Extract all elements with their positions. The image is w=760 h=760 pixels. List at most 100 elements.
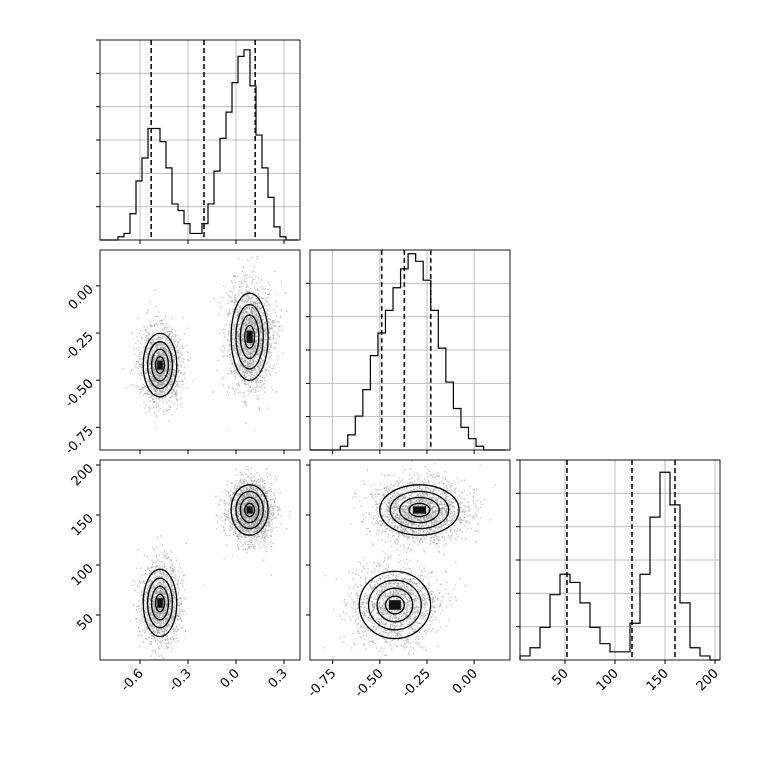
panel-p1-vs-p0-point: [244, 371, 246, 373]
panel-p1-vs-p0-point: [140, 357, 142, 360]
panel-p1-vs-p0-point: [253, 429, 256, 432]
panel-p2-vs-p0-point: [260, 499, 262, 502]
panel-p2-vs-p0-point: [144, 637, 147, 640]
panel-p1-vs-p0-point: [169, 375, 171, 378]
panel-p1-vs-p0-point: [159, 357, 161, 360]
panel-p1-vs-p0-point: [245, 359, 248, 361]
panel-p2-vs-p0-point: [150, 584, 152, 586]
panel-p2-vs-p0-point: [146, 587, 148, 590]
panel-p1-vs-p0-point: [168, 333, 171, 336]
panel-p1-vs-p0-point: [236, 330, 239, 333]
panel-p2-vs-p0-point: [165, 622, 167, 625]
panel-p1-vs-p0-point: [187, 327, 189, 329]
panel-p2-vs-p0-point: [172, 584, 174, 587]
panel-p1-vs-p0-point: [161, 338, 163, 340]
panel-p1-vs-p0-point: [227, 313, 229, 316]
panel-p1-vs-p0-point: [267, 309, 269, 312]
panel-p2-vs-p0-point: [185, 598, 188, 600]
panel-p1-vs-p0-point: [250, 369, 253, 371]
panel-p1-vs-p0-point: [248, 351, 250, 353]
panel-p1-vs-p0-point: [151, 407, 153, 409]
panel-p2-vs-p0-point: [155, 591, 158, 593]
panel-p1-vs-p0-point: [241, 282, 243, 285]
panel-p1-vs-p0-point: [277, 321, 280, 323]
panel-p2-vs-p0-point: [154, 631, 156, 634]
panel-p1-vs-p0-point: [162, 363, 164, 365]
panel-p1-vs-p0-point: [251, 353, 254, 356]
panel-p2-vs-p0-point: [159, 594, 161, 596]
panel-p1-vs-p0-point: [163, 351, 165, 353]
panel-p1-vs-p0-point: [153, 342, 155, 345]
panel-p1-vs-p0-point: [231, 344, 233, 347]
panel-p2-vs-p0-point: [165, 602, 167, 605]
panel-p1-vs-p0-point: [153, 380, 156, 383]
panel-p1-vs-p0-point: [244, 382, 246, 385]
panel-p1-vs-p0-point: [138, 363, 141, 365]
panel-p2-vs-p0-point: [162, 621, 164, 623]
panel-p1-vs-p0-point: [245, 276, 248, 279]
panel-p1-vs-p0-point: [264, 330, 266, 332]
panel-p2-vs-p0-point: [239, 480, 241, 482]
panel-p1-vs-p0-point: [227, 314, 230, 317]
panel-p2-vs-p0-point: [151, 559, 153, 561]
panel-p1-vs-p0-point: [238, 286, 241, 289]
panel-p2-vs-p0-point: [155, 567, 157, 569]
panel-p1-vs-p0-point: [239, 366, 241, 368]
panel-p1-vs-p0-point: [147, 334, 150, 336]
panel-p1-vs-p0-point: [238, 334, 241, 337]
panel-p2-vs-p0-point: [147, 581, 149, 583]
panel-p1-vs-p0-point: [268, 348, 271, 351]
panel-p2-vs-p0-point: [159, 560, 161, 563]
panel-p2-vs-p0-point: [153, 585, 156, 587]
panel-p1-vs-p0-point: [268, 331, 271, 334]
panel-p2-vs-p0-point: [160, 575, 163, 577]
panel-p1-vs-p0-point: [264, 338, 266, 341]
panel-p2-vs-p0-point: [165, 609, 168, 611]
panel-p2-vs-p0-point: [165, 606, 168, 608]
panel-p1-vs-p0-point: [255, 372, 257, 374]
panel-p2-vs-p0-point: [170, 588, 173, 590]
panel-p2-vs-p0-point: [152, 634, 155, 637]
panel-p2-vs-p0-point: [156, 627, 158, 630]
panel-p1-vs-p0-point: [255, 282, 258, 284]
panel-p1-vs-p0-point: [176, 381, 178, 383]
panel-p1-vs-p0-point: [230, 370, 233, 372]
panel-p1-vs-p0-point: [167, 376, 169, 378]
panel-p1-vs-p0-point: [251, 371, 254, 374]
panel-p1-vs-p0-point: [155, 346, 157, 349]
panel-p2-vs-p0-point: [172, 596, 174, 599]
panel-p1-vs-p0-point: [254, 369, 256, 371]
panel-p1-vs-p0-point: [229, 353, 231, 356]
panel-p2-vs-p0-point: [159, 632, 161, 635]
panel-p1-vs-p0-point: [270, 344, 272, 347]
panel-p1-vs-p0-point: [253, 357, 256, 359]
panel-p1-vs-p0-point: [248, 348, 250, 350]
panel-p1-vs-p0-point: [137, 346, 140, 348]
panel-p1-vs-p0-point: [259, 362, 261, 365]
panel-p1-vs-p0-point: [251, 307, 254, 309]
panel-p2-vs-p0-point: [141, 601, 143, 604]
panel-p1-vs-p0-point: [241, 334, 243, 336]
panel-p1-vs-p0-point: [155, 416, 158, 418]
panel-p1-vs-p0-point: [252, 344, 255, 347]
panel-p1-vs-p0-point: [259, 369, 261, 372]
panel-p2-vs-p0-point: [150, 632, 152, 634]
panel-p1-vs-p0-point: [258, 347, 260, 350]
panel-p1-vs-p0-point: [269, 374, 272, 376]
panel-p2-vs-p0-point: [164, 629, 166, 631]
panel-p1-vs-p0-point: [234, 303, 236, 306]
panel-p2-vs-p0-point: [167, 576, 170, 578]
panel-p2-vs-p0-point: [142, 616, 145, 618]
panel-p1-vs-p0-point: [241, 270, 244, 272]
panel-p1-vs-p0-point: [148, 341, 151, 343]
panel-p1-vs-p0-point: [161, 320, 163, 322]
panel-p1-vs-p0-point: [150, 325, 153, 327]
panel-p1-vs-p0-point: [250, 354, 252, 356]
panel-p1-vs-p0-point: [245, 286, 248, 288]
panel-p2-vs-p0-point: [163, 622, 165, 624]
panel-p1-vs-p0-point: [254, 341, 257, 344]
panel-p1-vs-p0-point: [259, 375, 262, 377]
panel-p1-vs-p0-point: [251, 364, 254, 366]
panel-p2-vs-p0-point: [167, 585, 170, 588]
panel-p1-vs-p0-point: [243, 320, 245, 322]
